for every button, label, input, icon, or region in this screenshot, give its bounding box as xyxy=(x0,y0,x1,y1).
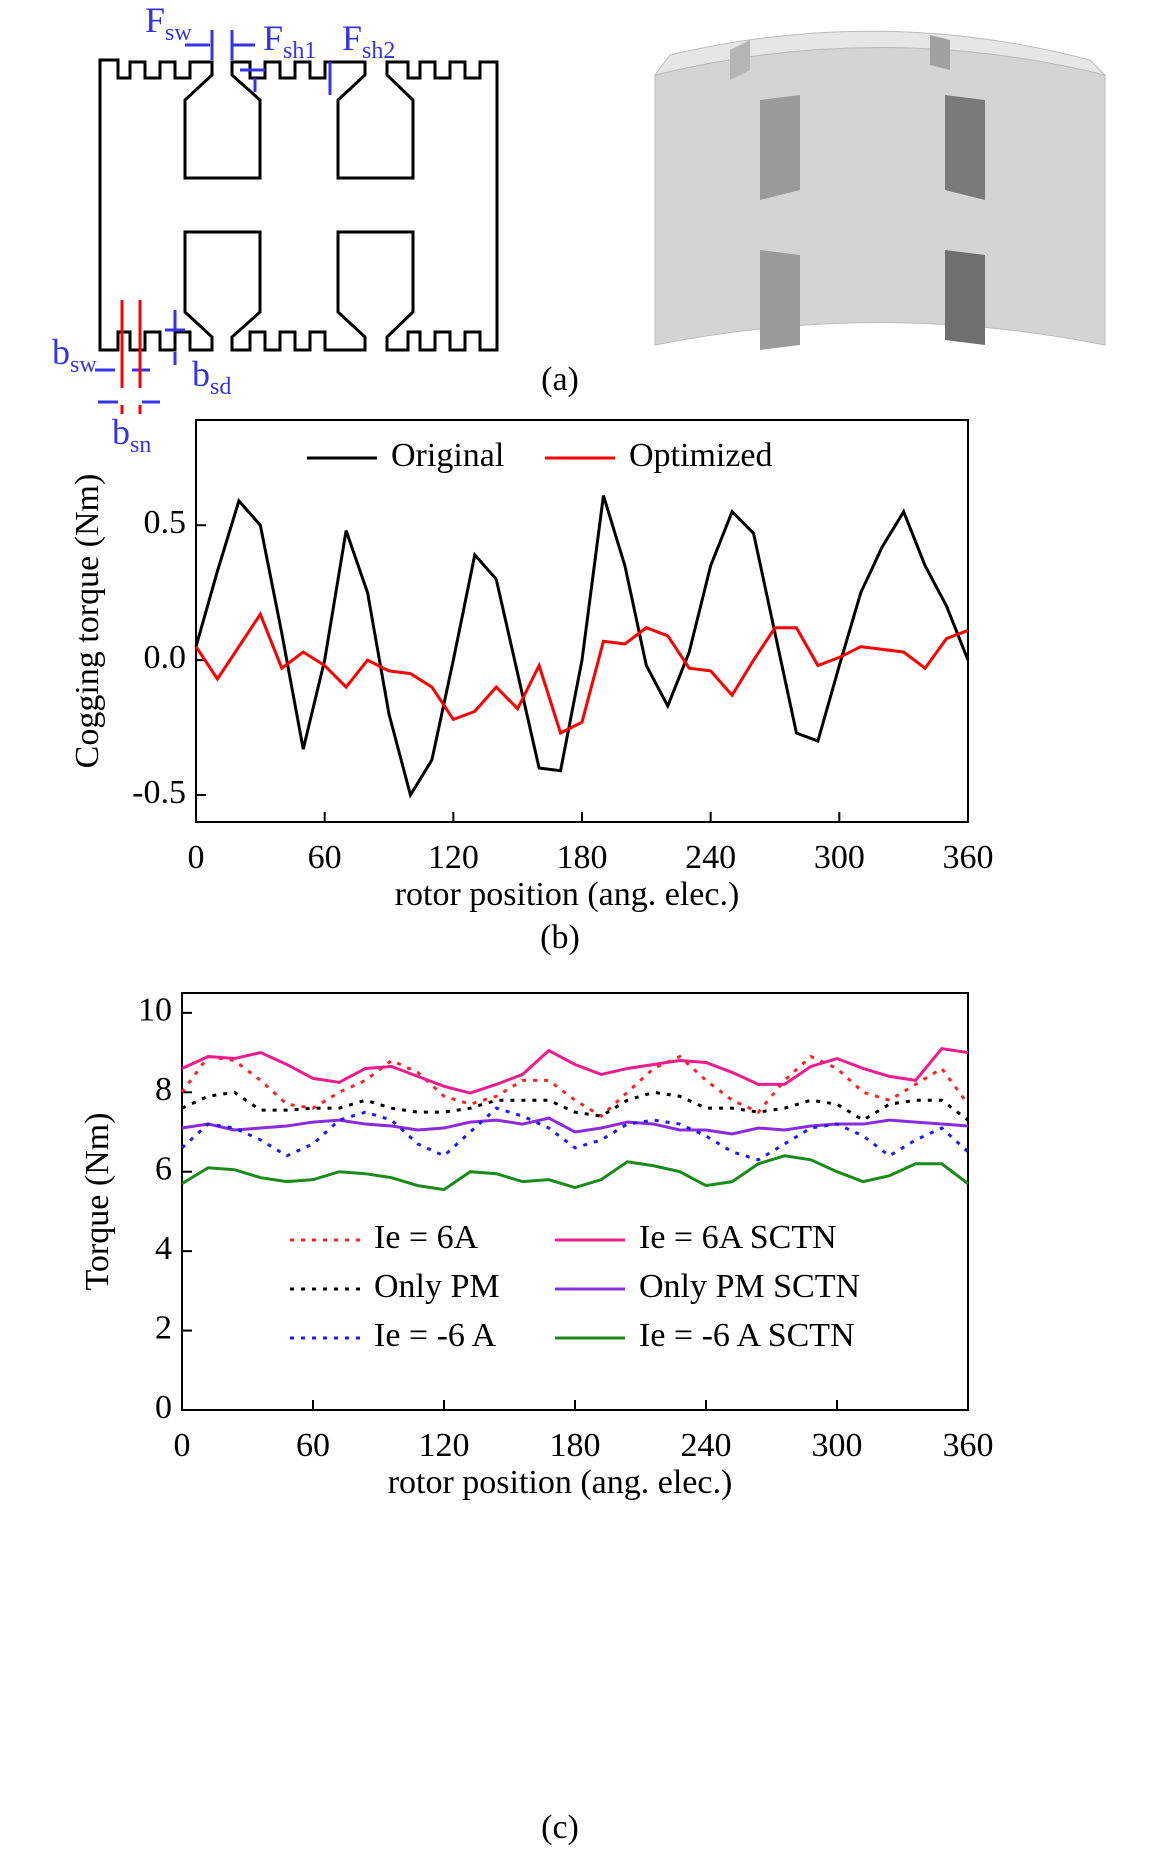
x-tick-label: 120 xyxy=(419,1427,470,1464)
x-tick-label: 180 xyxy=(557,839,608,876)
panel-caption: (a) xyxy=(541,361,579,398)
x-tick-label: 0 xyxy=(188,839,205,876)
y-axis-label: Torque (Nm) xyxy=(79,1113,116,1291)
label-main: b xyxy=(52,332,70,372)
label-sub: sw xyxy=(70,352,97,378)
page: Fsw Fsh1 Fsh2 bsw bsd bsn (a) 0601201802… xyxy=(0,0,1166,1851)
label-sub: sd xyxy=(210,374,231,400)
legend-label: Optimized xyxy=(629,437,773,474)
x-tick-label: 360 xyxy=(943,839,994,876)
y-tick-label: -0.5 xyxy=(132,774,186,811)
y-tick-label: 4 xyxy=(155,1230,172,1267)
legend-label: Ie = -6 A SCTN xyxy=(639,1317,855,1354)
label-main: b xyxy=(112,412,130,452)
x-tick-label: 60 xyxy=(308,839,342,876)
label-sub: sn xyxy=(130,432,151,458)
legend-label: Ie = 6A SCTN xyxy=(639,1219,837,1256)
legend-label: Only PM SCTN xyxy=(639,1268,860,1305)
stator-3d xyxy=(655,31,1105,350)
data-line xyxy=(196,496,968,795)
data-line xyxy=(182,1118,968,1134)
label-main: F xyxy=(145,0,165,40)
x-tick-label: 60 xyxy=(296,1427,330,1464)
panel-caption: (c) xyxy=(541,1809,579,1846)
label-main: b xyxy=(192,354,210,394)
x-tick-label: 180 xyxy=(550,1427,601,1464)
label-sub: sh2 xyxy=(362,38,395,64)
legend-label: Only PM xyxy=(374,1268,500,1305)
data-line xyxy=(182,1092,968,1120)
y-axis-label: Cogging torque (Nm) xyxy=(69,474,106,769)
x-tick-label: 240 xyxy=(681,1427,732,1464)
y-tick-label: 6 xyxy=(155,1151,172,1188)
y-tick-label: 8 xyxy=(155,1071,172,1108)
x-axis-label: rotor position (ang. elec.) xyxy=(388,1464,733,1501)
dim-label: bsd xyxy=(192,354,231,399)
dim-label: Fsw xyxy=(145,0,192,45)
y-tick-label: 10 xyxy=(138,992,172,1029)
y-tick-label: 2 xyxy=(155,1309,172,1346)
x-tick-label: 300 xyxy=(812,1427,863,1464)
red-markers xyxy=(122,300,140,414)
x-tick-label: 0 xyxy=(174,1427,191,1464)
label-main: F xyxy=(263,18,283,58)
x-tick-label: 120 xyxy=(428,839,479,876)
lamination-outline xyxy=(100,60,497,350)
x-tick-label: 360 xyxy=(943,1427,994,1464)
legend-label: Ie = 6A xyxy=(374,1219,479,1256)
x-axis-label: rotor position (ang. elec.) xyxy=(395,876,740,913)
data-line xyxy=(182,1156,968,1190)
figure: Fsw Fsh1 Fsh2 bsw bsd bsn (a) 0601201802… xyxy=(0,0,1166,1851)
dim-label: Fsh1 xyxy=(263,18,316,63)
dim-label: bsw xyxy=(52,332,97,377)
x-tick-label: 300 xyxy=(814,839,865,876)
dim-label: bsn xyxy=(112,412,151,457)
label-sub: sw xyxy=(165,20,192,46)
label-sub: sh1 xyxy=(283,38,316,64)
y-tick-label: 0.5 xyxy=(144,504,187,541)
dim-label: Fsh2 xyxy=(342,18,395,63)
data-line xyxy=(182,1049,968,1093)
label-main: F xyxy=(342,18,362,58)
legend-label: Original xyxy=(391,437,504,474)
y-tick-label: 0.0 xyxy=(144,639,187,676)
x-tick-label: 240 xyxy=(685,839,736,876)
data-line xyxy=(182,1108,968,1160)
panel-caption: (b) xyxy=(540,919,580,956)
y-tick-label: 0 xyxy=(155,1389,172,1426)
legend-label: Ie = -6 A xyxy=(374,1317,497,1354)
